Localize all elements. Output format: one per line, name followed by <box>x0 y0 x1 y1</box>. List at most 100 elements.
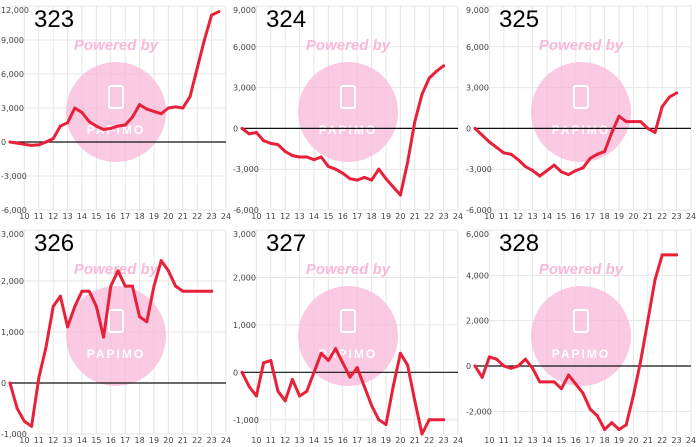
data-point <box>319 351 323 355</box>
x-tick-label: 16 <box>106 212 116 221</box>
data-point <box>51 305 55 308</box>
chart-panel-327: 327 10 11 12 13 14 15 16 17 18 19 20 21 22 23 24 -1,000 0… <box>232 224 464 447</box>
data-point <box>442 418 446 422</box>
x-tick-label: 24 <box>686 212 696 221</box>
x-tick-label: 18 <box>367 436 377 445</box>
data-point <box>174 284 178 288</box>
data-point <box>413 120 417 124</box>
data-point <box>8 381 12 385</box>
x-tick-label: 18 <box>367 212 377 221</box>
x-tick-label: 13 <box>63 212 73 221</box>
data-point <box>355 178 359 182</box>
data-point <box>290 154 294 158</box>
x-tick-label: 24 <box>686 436 696 445</box>
data-point <box>487 140 491 144</box>
y-tick-label: -3,000 <box>233 165 259 174</box>
x-tick-label: 20 <box>163 212 173 221</box>
data-point <box>473 126 477 130</box>
data-point <box>152 109 156 113</box>
data-point <box>595 152 599 156</box>
data-point <box>473 364 477 368</box>
watermark-phone-icon <box>108 309 124 333</box>
x-tick-label: 23 <box>207 436 217 445</box>
data-point <box>188 95 192 99</box>
x-tick-label: 23 <box>439 436 449 445</box>
y-tick-label: -3,000 <box>1 172 27 181</box>
data-point <box>610 421 614 425</box>
data-point <box>617 114 621 118</box>
data-point <box>660 105 664 109</box>
data-point <box>480 133 484 137</box>
data-point <box>545 169 549 173</box>
data-point <box>653 278 657 282</box>
data-point <box>80 289 84 293</box>
data-point <box>420 92 424 96</box>
x-tick-label: 21 <box>410 436 420 445</box>
x-tick-label: 12 <box>48 436 58 445</box>
x-tick-label: 22 <box>192 212 202 221</box>
x-tick-label: 24 <box>453 212 463 221</box>
x-tick-label: 17 <box>352 436 362 445</box>
data-point <box>595 414 599 418</box>
x-tick-label: 23 <box>439 212 449 221</box>
x-tick-label: 12 <box>280 212 290 221</box>
x-tick-label: 21 <box>178 436 188 445</box>
x-tick-label: 23 <box>672 212 682 221</box>
data-point <box>254 394 258 398</box>
data-point <box>298 155 302 159</box>
data-point <box>138 103 142 107</box>
data-point <box>646 126 650 130</box>
data-point <box>312 158 316 162</box>
y-tick-label: 2,000 <box>466 317 489 326</box>
data-point <box>22 419 26 423</box>
data-point <box>581 166 585 170</box>
data-point <box>398 351 402 355</box>
x-tick-label: 15 <box>323 212 333 221</box>
x-tick-label: 10 <box>19 212 29 221</box>
chart-panel-328: 328 10 11 12 13 14 15 16 17 18 19 20 21 22 23 24 -2,000 0… <box>465 224 697 447</box>
x-tick-label: 11 <box>499 212 509 221</box>
data-point <box>434 418 438 422</box>
y-tick-label: 6,000 <box>233 43 256 52</box>
x-tick-label: 16 <box>338 436 348 445</box>
data-point <box>109 126 113 130</box>
data-point <box>66 121 70 125</box>
data-point <box>181 289 185 293</box>
x-tick-label: 17 <box>585 436 595 445</box>
watermark-papimo: PAPIMO <box>552 347 610 361</box>
y-tick-label: 12,000 <box>1 6 29 15</box>
x-tick-label: 10 <box>484 212 494 221</box>
data-point <box>202 38 206 42</box>
data-point <box>305 389 309 393</box>
chart-title: 324 <box>266 6 307 33</box>
data-point <box>624 120 628 124</box>
data-point <box>442 64 446 68</box>
x-tick-label: 16 <box>571 436 581 445</box>
data-point <box>348 375 352 379</box>
watermark-phone-icon <box>108 85 124 109</box>
data-point <box>523 357 527 361</box>
x-tick-label: 16 <box>571 212 581 221</box>
data-point <box>210 289 214 293</box>
data-point <box>567 173 571 177</box>
data-point <box>22 142 26 146</box>
x-tick-label: 12 <box>513 436 523 445</box>
data-point <box>44 140 48 144</box>
data-point <box>44 345 48 349</box>
x-tick-label: 13 <box>295 436 305 445</box>
data-point <box>240 370 244 374</box>
data-point <box>166 106 170 110</box>
x-tick-label: 11 <box>499 436 509 445</box>
data-point <box>58 124 62 128</box>
data-point <box>406 160 410 164</box>
watermark-powered-by: Powered by <box>539 37 624 54</box>
x-tick-label: 21 <box>643 436 653 445</box>
data-point <box>377 418 381 422</box>
x-tick-label: 15 <box>556 436 566 445</box>
chart-panel-324: 324 10 11 12 13 14 15 16 17 18 19 20 21 22 23 24 -6,000 -… <box>232 0 464 223</box>
x-tick-label: 23 <box>672 436 682 445</box>
data-point <box>523 164 527 168</box>
x-tick-label: 24 <box>221 436 231 445</box>
data-point <box>15 141 19 145</box>
data-point <box>509 366 513 370</box>
